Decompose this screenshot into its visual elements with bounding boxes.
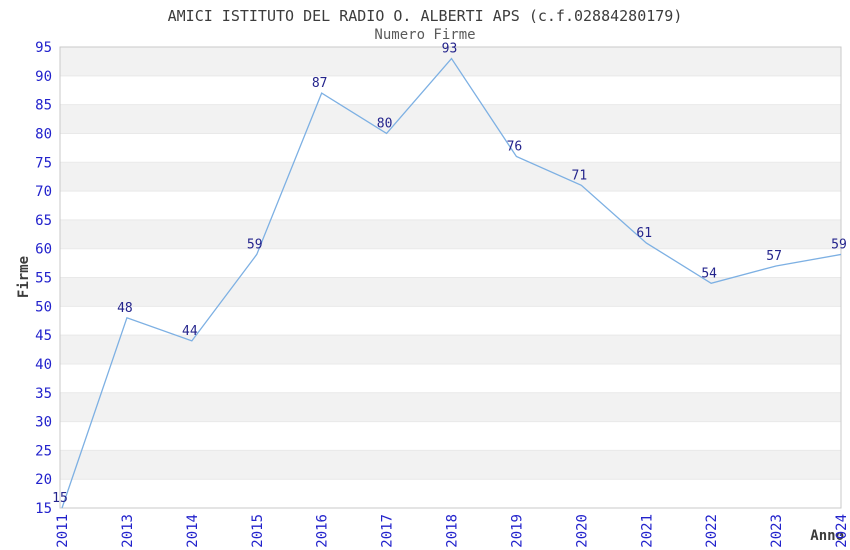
y-tick-label: 85 xyxy=(35,98,52,114)
x-tick-label: 2014 xyxy=(185,514,201,548)
y-tick-label: 20 xyxy=(35,472,52,488)
plot-band xyxy=(60,162,841,192)
data-point-label: 87 xyxy=(312,76,328,91)
data-point-label: 59 xyxy=(247,237,263,252)
x-tick-label: 2015 xyxy=(250,514,266,548)
data-point-label: 48 xyxy=(117,301,133,316)
x-tick-label: 2019 xyxy=(509,514,525,548)
plot-band xyxy=(60,335,841,364)
y-tick-label: 45 xyxy=(35,328,52,344)
data-point-label: 76 xyxy=(507,139,523,154)
data-point-label: 80 xyxy=(377,116,393,131)
chart-subtitle: Numero Firme xyxy=(374,27,476,43)
chart-title: AMICI ISTITUTO DEL RADIO O. ALBERTI APS … xyxy=(167,7,683,25)
y-tick-label: 25 xyxy=(35,443,52,459)
plot-band xyxy=(60,47,841,76)
y-tick-label: 75 xyxy=(35,155,52,171)
data-point-label: 15 xyxy=(52,491,68,506)
y-tick-label: 65 xyxy=(35,213,52,229)
x-tick-label: 2011 xyxy=(55,514,71,548)
data-point-label: 59 xyxy=(831,237,847,252)
plot-band xyxy=(60,277,841,307)
data-point-label: 61 xyxy=(636,226,652,241)
y-tick-label: 60 xyxy=(35,242,52,258)
data-point-label: 54 xyxy=(701,266,717,281)
x-tick-label: 2024 xyxy=(834,514,850,548)
series-line xyxy=(61,57,842,509)
y-tick-label: 35 xyxy=(35,386,52,402)
plot-border xyxy=(59,46,842,509)
x-tick-label: 2016 xyxy=(315,514,331,548)
y-tick-label: 50 xyxy=(35,299,52,315)
plot-band xyxy=(60,219,841,249)
plot-band xyxy=(60,392,841,422)
y-tick-label: 55 xyxy=(35,271,52,287)
data-point-label: 71 xyxy=(572,168,588,183)
x-axis-title: Anno xyxy=(810,528,844,544)
data-point-label: 93 xyxy=(442,42,458,57)
data-point-label: 44 xyxy=(182,324,198,339)
y-tick-label: 90 xyxy=(35,69,52,85)
plot-band xyxy=(60,450,841,480)
y-tick-label: 70 xyxy=(35,184,52,200)
y-tick-label: 30 xyxy=(35,415,52,431)
x-tick-label: 2022 xyxy=(704,514,720,548)
y-tick-label: 80 xyxy=(35,126,52,142)
y-tick-label: 95 xyxy=(35,40,52,56)
y-tick-label: 40 xyxy=(35,357,52,373)
x-tick-label: 2013 xyxy=(120,514,136,548)
plot-band xyxy=(60,104,841,134)
x-tick-label: 2020 xyxy=(574,514,590,548)
data-point-label: 57 xyxy=(766,249,782,264)
x-tick-label: 2018 xyxy=(445,514,461,548)
x-tick-label: 2017 xyxy=(380,514,396,548)
x-tick-label: 2021 xyxy=(639,514,655,548)
x-tick-label: 2023 xyxy=(769,514,785,548)
y-tick-label: 15 xyxy=(35,501,52,517)
